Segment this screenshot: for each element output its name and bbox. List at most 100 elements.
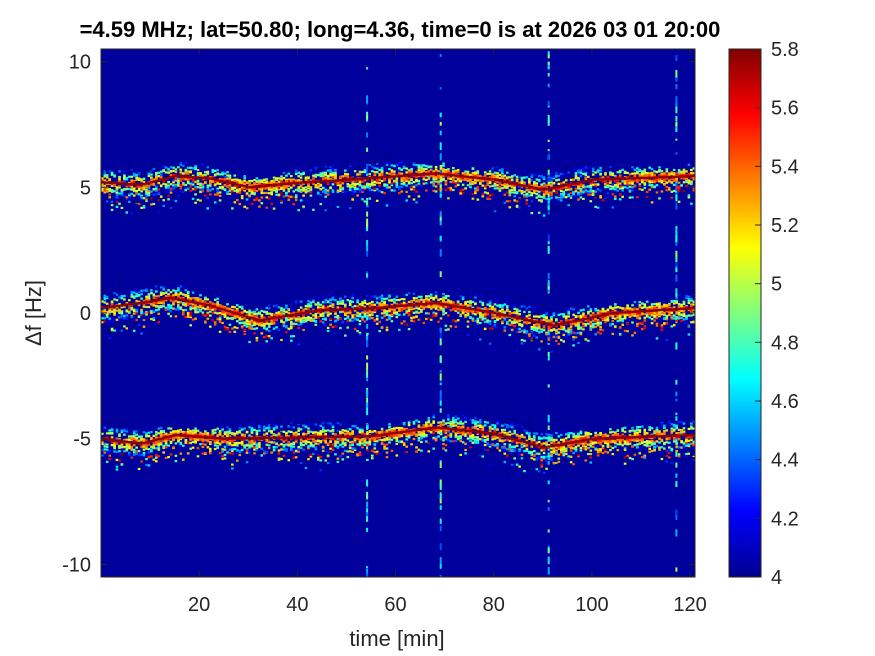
trace-0-cell-2606	[633, 172, 637, 175]
trace-0-cell-2372	[584, 166, 588, 169]
trace-0-cell-2452	[601, 200, 605, 203]
trace-1-cell-903	[285, 319, 288, 322]
trace-1-cell-1245	[353, 317, 357, 320]
trace-0-cell-833	[270, 193, 273, 196]
trace-0-cell-535	[209, 181, 212, 184]
trace-1-cell-1041	[312, 300, 315, 303]
trace-0-cell-1657	[439, 188, 443, 191]
trace-0-cell-225	[145, 190, 148, 193]
trace-0-cell-2148	[540, 185, 543, 188]
trace-0-cell-631	[228, 192, 232, 195]
trace-0-cell-2530	[616, 171, 620, 174]
trace-0-cell-123	[125, 178, 129, 181]
trace-0-cell-536	[209, 179, 212, 183]
trace-0-cell-2312	[572, 191, 575, 194]
trace-0-cell-2256	[562, 190, 566, 193]
trace-0-cell-2194	[547, 198, 551, 201]
trace-0-ridge-2807	[672, 175, 676, 178]
trace-0-cell-1267	[358, 184, 362, 187]
trace-0-cell-1386	[383, 192, 386, 195]
trace-0-cell-2518	[614, 183, 617, 187]
trace-0-ridge-2903	[692, 174, 695, 178]
trace-0-cell-1539	[415, 170, 418, 173]
trace-1-cell-608	[223, 315, 227, 318]
streak-cell-0-0	[366, 566, 369, 569]
trace-0-cell-476	[196, 174, 200, 177]
trace-1-cell-1590	[425, 317, 428, 320]
streak-cell-2-59	[547, 149, 550, 152]
trace-0-cell-1334	[373, 171, 377, 174]
trace-0-cell-880	[280, 187, 283, 190]
trace-0-cell-1785	[464, 173, 467, 176]
trace-0-cell-2129	[535, 196, 539, 199]
trace-0-cell-2695	[650, 186, 654, 189]
trace-0-cell-2341	[579, 196, 583, 199]
trace-0-cell-1340	[373, 187, 377, 190]
streak-cell-1-31	[439, 492, 442, 500]
trace-1-cell-1282	[361, 318, 364, 321]
trace-0-cell-1635	[434, 190, 438, 193]
trace-0-cell-1645	[437, 182, 440, 185]
trace-0-cell-1701	[447, 168, 450, 171]
trace-0-cell-852	[275, 186, 278, 189]
trace-1-cell-1092	[324, 298, 327, 302]
trace-0-ridge-995	[302, 181, 305, 184]
trace-1-cell-685	[240, 326, 244, 329]
trace-0-cell-245	[150, 170, 153, 173]
trace-1-cell-57	[110, 329, 114, 332]
trace-1-cell-1684	[444, 324, 448, 327]
trace-1-cell-689	[240, 307, 244, 310]
trace-1-cell-906	[285, 303, 288, 306]
trace-0-cell-2486	[609, 173, 612, 176]
trace-0-cell-1306	[366, 195, 369, 198]
trace-1-cell-1197	[344, 321, 347, 324]
trace-0-cell-2227	[555, 172, 558, 175]
trace-0-ridge-1679	[442, 173, 445, 176]
trace-0-cell-2138	[537, 190, 541, 193]
trace-1-cell-676	[238, 305, 242, 309]
trace-0-cell-2470	[604, 196, 607, 199]
trace-1-cell-1025	[309, 319, 313, 322]
trace-0-cell-1038	[312, 208, 315, 211]
trace-0-ridge-107	[120, 182, 124, 185]
streak-cell-2-55	[547, 169, 550, 177]
streak-cell-3-20	[675, 138, 678, 141]
trace-1-cell-722	[248, 320, 251, 323]
trace-0-cell-1114	[326, 177, 330, 181]
streak-cell-1-33	[439, 505, 442, 510]
trace-0-cell-2126	[535, 184, 539, 187]
trace-0-cell-93	[118, 178, 121, 181]
trace-0-cell-2777	[668, 180, 671, 183]
trace-1-cell-813	[265, 322, 269, 325]
trace-0-cell-163	[132, 174, 136, 177]
trace-0-ridge-2267	[562, 184, 566, 187]
trace-0-cell-919	[287, 172, 291, 175]
trace-0-cell-2421	[594, 184, 597, 187]
trace-0-cell-1206	[346, 183, 350, 186]
trace-0-cell-1987	[506, 176, 509, 179]
trace-0-cell-518	[206, 184, 210, 187]
trace-1-cell-1606	[427, 317, 431, 320]
trace-1-ridge-923	[287, 314, 291, 317]
trace-1-cell-391	[179, 285, 183, 288]
trace-0-ridge-2579	[626, 177, 629, 180]
trace-1-cell-1602	[427, 312, 431, 315]
trace-1-cell-1556	[417, 299, 421, 302]
trace-1-cell-603	[223, 307, 227, 310]
trace-0-ridge-2219	[552, 186, 556, 189]
trace-0-cell-2263	[562, 200, 566, 203]
trace-0-cell-2377	[587, 193, 590, 196]
trace-0-ridge-1139	[331, 179, 335, 182]
trace-1-cell-819	[267, 307, 271, 310]
streak-cell-2-17	[547, 567, 550, 575]
trace-0-cell-105	[120, 167, 124, 170]
trace-1-ridge-887	[280, 315, 283, 318]
trace-0-cell-8	[101, 183, 104, 186]
trace-0-cell-964	[297, 171, 300, 174]
trace-1-ridge-839	[270, 317, 273, 320]
trace-0-cell-543	[211, 169, 215, 172]
trace-0-ridge-2387	[587, 179, 590, 182]
trace-1-cell-497	[201, 300, 205, 303]
trace-1-cell-1172	[339, 335, 342, 338]
trace-1-cell-1125	[329, 323, 332, 326]
